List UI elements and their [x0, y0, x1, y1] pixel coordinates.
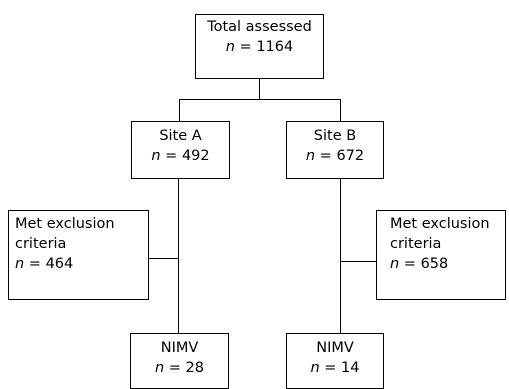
n-symbol: n — [154, 360, 165, 376]
node-exclusion-a-label-2: criteria — [15, 236, 67, 252]
node-exclusion-b: Met exclusion criteria n = 658 — [376, 210, 506, 300]
node-nimv-b-label: NIMV — [316, 340, 354, 356]
count-value: = 658 — [399, 256, 449, 272]
count-value: = 672 — [315, 148, 365, 164]
count-value: = 14 — [319, 360, 360, 376]
count-value: = 1164 — [234, 39, 294, 55]
count-value: = 464 — [24, 256, 74, 272]
n-symbol: n — [305, 148, 316, 164]
n-symbol: n — [390, 256, 400, 272]
node-total-assessed: Total assessed n = 1164 — [195, 14, 324, 79]
node-exclusion-b-count: n = 658 — [390, 254, 505, 274]
node-nimv-a: NIMV n = 28 — [130, 333, 229, 389]
node-exclusion-a: Met exclusion criteria n = 464 — [8, 210, 149, 300]
node-exclusion-b-label-1: Met exclusion — [390, 216, 490, 232]
node-exclusion-a-count: n = 464 — [15, 254, 148, 274]
node-exclusion-b-label-2: criteria — [390, 236, 442, 252]
node-nimv-b-count: n = 14 — [287, 358, 383, 378]
node-site-a-label: Site A — [159, 128, 202, 144]
count-value: = 28 — [164, 360, 205, 376]
node-nimv-b: NIMV n = 14 — [286, 333, 384, 389]
node-site-b-label: Site B — [313, 128, 357, 144]
n-symbol: n — [310, 360, 320, 376]
node-nimv-a-label: NIMV — [160, 340, 199, 356]
n-symbol: n — [15, 256, 25, 272]
node-total-label: Total assessed — [207, 19, 312, 35]
node-nimv-a-count: n = 28 — [131, 358, 228, 378]
node-site-b-count: n = 672 — [287, 146, 383, 166]
node-exclusion-a-label-1: Met exclusion — [15, 216, 115, 232]
node-total-count: n = 1164 — [196, 37, 323, 57]
node-site-a: Site A n = 492 — [131, 121, 230, 179]
node-site-a-count: n = 492 — [132, 146, 229, 166]
n-symbol: n — [151, 148, 161, 164]
n-symbol: n — [225, 39, 235, 55]
count-value: = 492 — [160, 148, 210, 164]
node-site-b: Site B n = 672 — [286, 121, 384, 179]
